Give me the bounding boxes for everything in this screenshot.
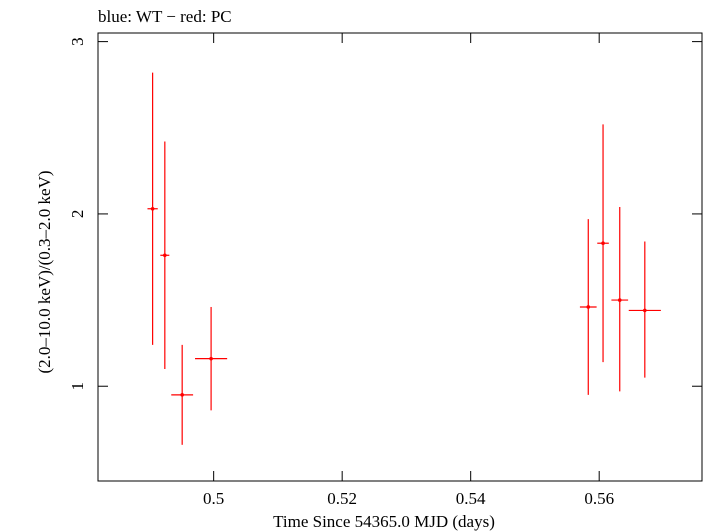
chart-title: blue: WT − red: PC bbox=[98, 7, 232, 26]
point-marker bbox=[643, 308, 647, 313]
data-point bbox=[171, 344, 194, 445]
point-marker bbox=[617, 298, 622, 302]
point-marker bbox=[150, 206, 155, 211]
data-series-pc bbox=[147, 72, 661, 445]
x-axis: 0.5 0.52 0.54 0.56 bbox=[203, 33, 614, 508]
y-tick-label: 1 bbox=[68, 382, 87, 391]
data-point bbox=[579, 219, 597, 395]
x-tick-label: 0.56 bbox=[584, 489, 614, 508]
point-marker bbox=[180, 393, 184, 397]
x-axis-label: Time Since 54365.0 MJD (days) bbox=[273, 512, 495, 531]
y-tick-label: 3 bbox=[68, 37, 87, 46]
y-axis: 1 2 3 bbox=[68, 37, 702, 390]
data-point bbox=[611, 207, 629, 392]
data-point bbox=[195, 306, 228, 411]
point-marker bbox=[209, 356, 213, 361]
point-marker bbox=[163, 253, 167, 258]
data-point bbox=[628, 241, 661, 378]
x-tick-label: 0.52 bbox=[327, 489, 357, 508]
data-point bbox=[160, 141, 170, 369]
point-marker bbox=[601, 241, 605, 246]
plot-frame bbox=[97, 32, 703, 482]
x-tick-label: 0.5 bbox=[203, 489, 224, 508]
data-point bbox=[597, 124, 609, 363]
x-tick-label: 0.54 bbox=[456, 489, 486, 508]
y-tick-label: 2 bbox=[68, 210, 87, 219]
point-marker bbox=[586, 305, 591, 309]
data-point bbox=[147, 72, 158, 345]
y-axis-label: (2.0–10.0 keV)/(0.3–2.0 keV) bbox=[35, 170, 54, 373]
